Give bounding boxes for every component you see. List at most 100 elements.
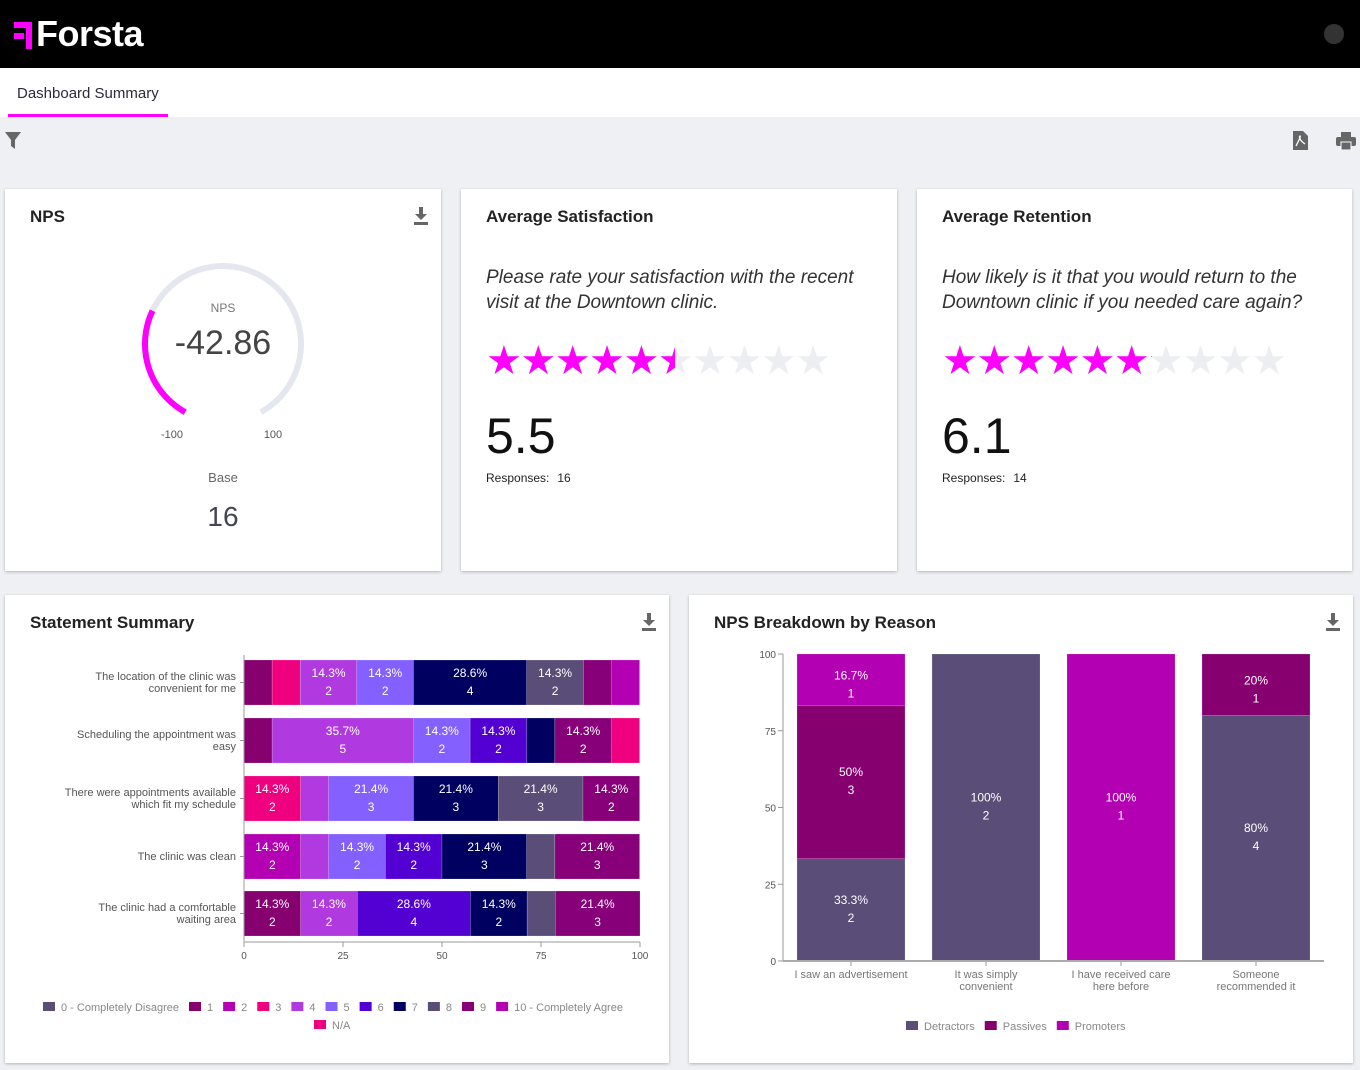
brand-name: Forsta (36, 13, 144, 54)
bar-segment (243, 833, 301, 880)
category-label: I have received care (1071, 969, 1170, 981)
segment-count-label: 3 (453, 800, 460, 814)
segment-count-label: 2 (580, 742, 587, 756)
nps-breakdown-title: NPS Breakdown by Reason (714, 613, 937, 632)
responses-value: 16 (557, 471, 571, 485)
bar-segment (413, 775, 499, 822)
segment-count-label: 5 (339, 742, 346, 756)
download-icon[interactable] (641, 613, 657, 631)
nps-title: NPS (30, 207, 65, 226)
responses-count: Responses: 16 (486, 471, 571, 485)
bar-segment (796, 858, 906, 962)
star-rating: ★★★★★★★★★★★★★★★★★★★★ (942, 341, 1332, 381)
bar-segment (243, 659, 273, 706)
toolbar (0, 117, 1360, 165)
category-label: convenient (959, 981, 1012, 993)
legend-label: 9 (480, 1002, 486, 1014)
legend-swatch (223, 1002, 236, 1011)
download-icon[interactable] (1325, 613, 1341, 631)
segment-percent-label: 28.6% (453, 666, 487, 680)
segment-percent-label: 14.3% (538, 666, 572, 680)
bar-segment (582, 775, 640, 822)
segment-percent-label: 14.3% (312, 666, 346, 680)
segment-count-label: 1 (1253, 692, 1260, 706)
segment-count-label: 4 (467, 684, 474, 698)
nps-card: NPS NPS -42.86 -100 100 Base 16 (5, 189, 441, 571)
bar-segment (526, 833, 556, 880)
pdf-export-icon[interactable] (1292, 130, 1309, 151)
category-label: here before (1093, 981, 1149, 993)
segment-count-label: 4 (1253, 839, 1260, 853)
bar-segment (385, 833, 443, 880)
x-tick-label: 25 (337, 951, 349, 962)
average-satisfaction-card: Average Satisfaction Please rate your sa… (461, 189, 897, 571)
filter-icon[interactable] (5, 131, 22, 151)
bar-segment (271, 659, 301, 706)
segment-count-label: 1 (1118, 809, 1125, 823)
segment-count-label: 2 (354, 858, 361, 872)
category-label: Someone (1232, 969, 1279, 981)
y-tick-label: 75 (765, 727, 777, 738)
logo-mark-icon (14, 19, 34, 49)
tab-dashboard-summary[interactable]: Dashboard Summary (8, 68, 168, 117)
legend-swatch (314, 1020, 326, 1029)
segment-count-label: 2 (848, 911, 855, 925)
nps-value: -42.86 (175, 324, 271, 362)
segment-count-label: 2 (495, 742, 502, 756)
bar-segment (931, 653, 1041, 962)
legend-label: Detractors (924, 1021, 975, 1033)
download-icon[interactable] (413, 207, 429, 225)
bar-segment (357, 890, 471, 937)
legend-label: N/A (332, 1020, 351, 1032)
bar-segment (1201, 653, 1311, 716)
bar-segment (243, 717, 273, 764)
segment-count-label: 3 (594, 915, 601, 929)
retention-question: How likely is it that you would return t… (942, 267, 1303, 313)
segment-count-label: 3 (368, 800, 375, 814)
star-rating: ★★★★★★★★★★★★★★★★★★★★ (486, 341, 876, 381)
legend-swatch (291, 1002, 304, 1011)
x-tick-label: 50 (436, 951, 448, 962)
gauge-value-arc (142, 309, 187, 415)
legend-swatch (1056, 1021, 1069, 1030)
nps-breakdown-card: NPS Breakdown by Reason 0 25 50 75 100 33.3% 2… (689, 595, 1353, 1063)
user-account-icon[interactable] (1324, 24, 1344, 44)
satisfaction-question: Please rate your satisfaction with the r… (486, 267, 854, 313)
segment-count-label: 1 (848, 687, 855, 701)
forsta-logo[interactable]: Forsta (14, 13, 144, 54)
legend-label: 7 (412, 1002, 418, 1014)
segment-percent-label: 21.4% (467, 840, 501, 854)
legend-swatch (496, 1002, 509, 1011)
segment-percent-label: 21.4% (439, 782, 473, 796)
segment-percent-label: 14.3% (482, 897, 516, 911)
segment-count-label: 2 (608, 800, 615, 814)
print-icon[interactable] (1336, 132, 1356, 150)
segment-percent-label: 14.3% (312, 897, 346, 911)
legend-swatch (462, 1002, 474, 1011)
legend-label: 5 (344, 1002, 350, 1014)
responses-label: Responses: (486, 471, 550, 485)
segment-count-label: 2 (552, 684, 559, 698)
legend-label: 6 (378, 1002, 384, 1014)
legend-swatch (984, 1021, 997, 1030)
legend-label: 2 (241, 1002, 247, 1014)
legend-swatch (257, 1002, 270, 1011)
bar-segment (555, 890, 641, 937)
legend-label: Promoters (1075, 1021, 1126, 1033)
segment-percent-label: 14.3% (340, 840, 374, 854)
responses-value: 14 (1013, 471, 1027, 485)
segment-percent-label: 28.6% (397, 897, 431, 911)
segment-count-label: 2 (983, 809, 990, 823)
row-label: waiting area (176, 914, 237, 926)
row-label: which fit my schedule (130, 799, 236, 811)
legend-label: 1 (207, 1002, 213, 1014)
x-tick-label: 100 (632, 951, 649, 962)
segment-count-label: 2 (438, 742, 445, 756)
segment-percent-label: 14.3% (255, 897, 289, 911)
bar-segment (356, 659, 414, 706)
y-tick-label: 100 (759, 650, 776, 661)
segment-percent-label: 80% (1244, 821, 1268, 835)
segment-percent-label: 14.3% (425, 724, 459, 738)
segment-percent-label: 14.3% (255, 782, 289, 796)
bar-segment (583, 659, 612, 706)
